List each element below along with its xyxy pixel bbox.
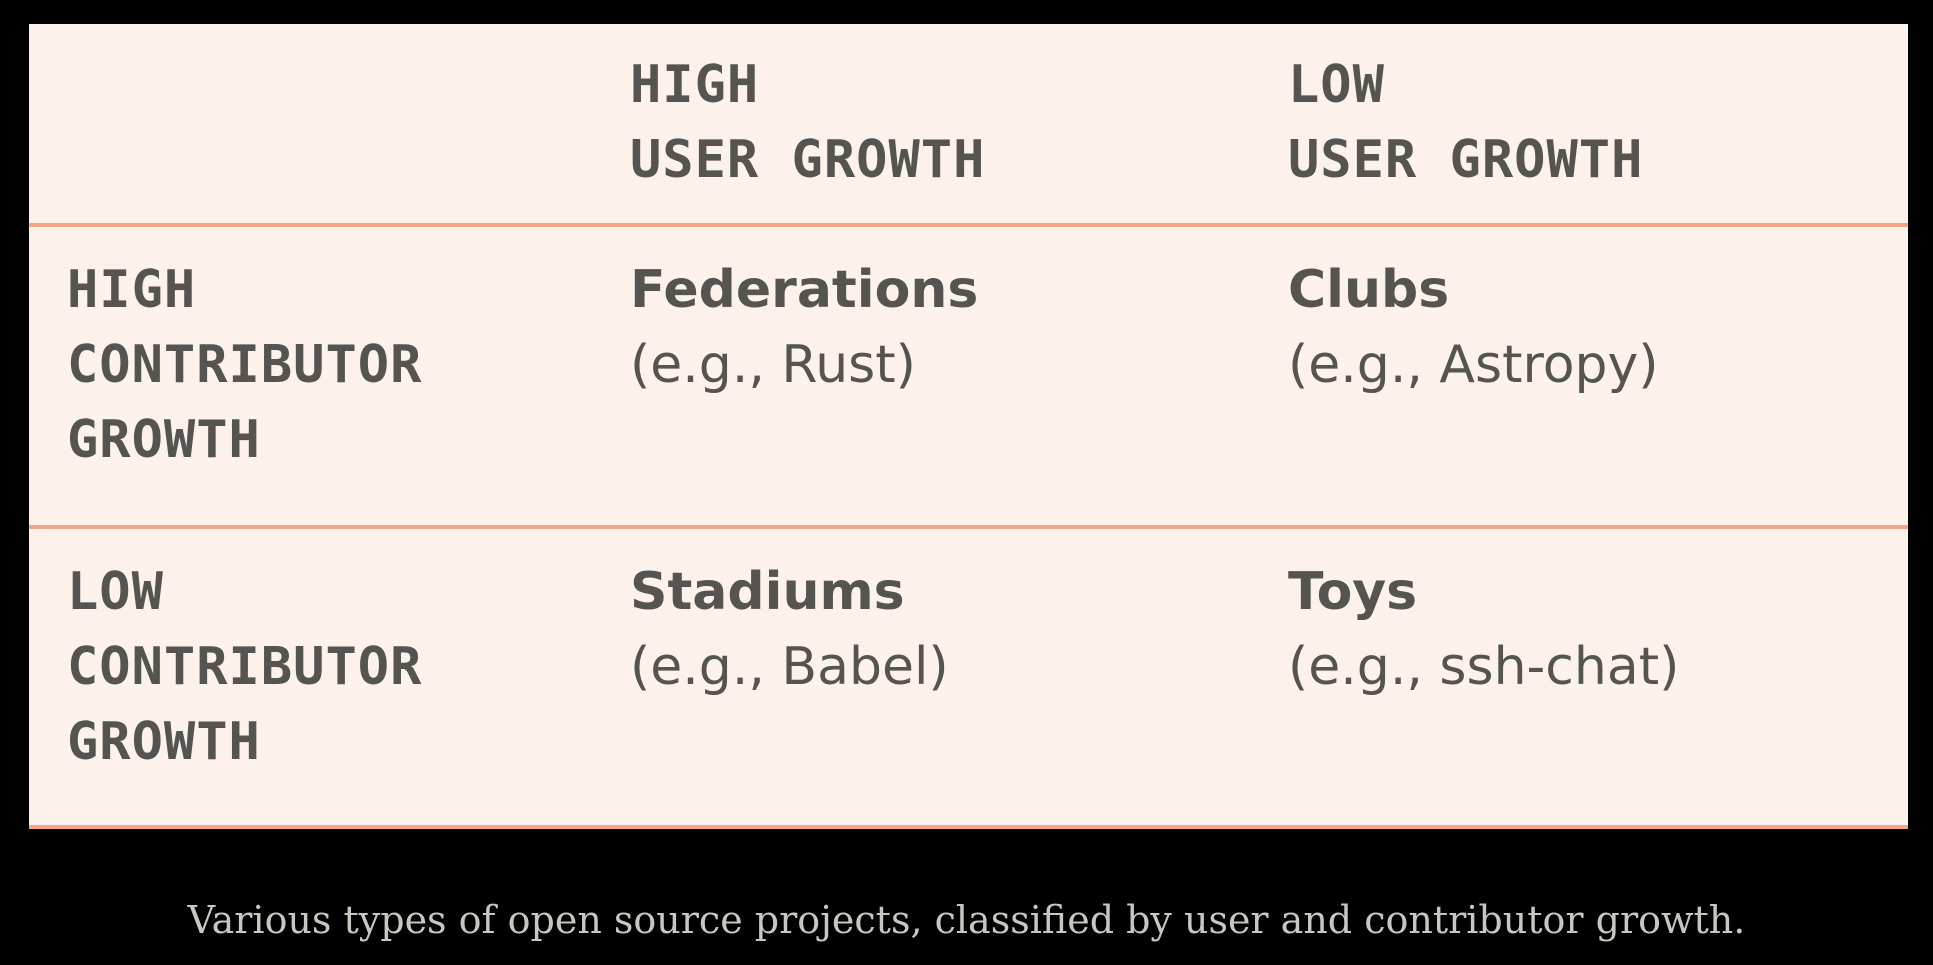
table-row: HIGH CONTRIBUTOR GROWTH Federations (e.g… (29, 223, 1908, 525)
table-row: LOW CONTRIBUTOR GROWTH Stadiums (e.g., B… (29, 525, 1908, 829)
cell-example: (e.g., Babel) (630, 637, 949, 697)
table-header-row: HIGH USER GROWTH LOW USER GROWTH (29, 24, 1908, 223)
row-header-line: GROWTH (67, 410, 261, 470)
cell-name: Clubs (1288, 260, 1450, 320)
row-header-line: CONTRIBUTOR (67, 637, 423, 697)
row-header-low-contributor-growth: LOW CONTRIBUTOR GROWTH (67, 555, 422, 780)
row-header-high-contributor-growth: HIGH CONTRIBUTOR GROWTH (67, 253, 422, 478)
cell-toys: Toys (e.g., ssh-chat) (1288, 555, 1679, 705)
row-header-line: GROWTH (67, 712, 261, 772)
column-header-line: HIGH (630, 55, 760, 115)
growth-matrix-table: HIGH USER GROWTH LOW USER GROWTH HIGH CO… (29, 24, 1908, 829)
cell-clubs: Clubs (e.g., Astropy) (1288, 253, 1659, 403)
column-header-line: USER GROWTH (1288, 130, 1644, 190)
row-header-line: HIGH (67, 260, 197, 320)
cell-example: (e.g., Rust) (630, 335, 916, 395)
column-header-high-user-growth: HIGH USER GROWTH (630, 48, 985, 198)
column-header-line: USER GROWTH (630, 130, 986, 190)
cell-example: (e.g., Astropy) (1288, 335, 1659, 395)
cell-example: (e.g., ssh-chat) (1288, 637, 1680, 697)
column-header-low-user-growth: LOW USER GROWTH (1288, 48, 1643, 198)
cell-name: Federations (630, 260, 979, 320)
figure-caption: Various types of open source projects, c… (187, 898, 1746, 942)
row-header-line: CONTRIBUTOR (67, 335, 423, 395)
row-header-line: LOW (67, 562, 164, 622)
cell-name: Toys (1288, 562, 1418, 622)
cell-name: Stadiums (630, 562, 905, 622)
cell-federations: Federations (e.g., Rust) (630, 253, 978, 403)
cell-stadiums: Stadiums (e.g., Babel) (630, 555, 949, 705)
column-header-line: LOW (1288, 55, 1385, 115)
